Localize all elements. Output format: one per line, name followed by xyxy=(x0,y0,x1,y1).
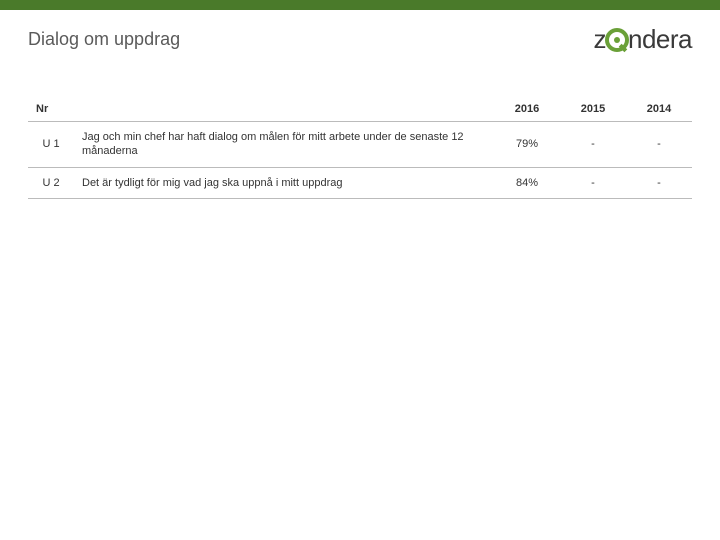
cell-2016: 84% xyxy=(494,167,560,198)
top-accent-bar xyxy=(0,0,720,10)
results-table: Nr 2016 2015 2014 U 1 Jag och min chef h… xyxy=(28,97,692,199)
col-desc xyxy=(74,97,494,122)
brand-logo: z ndera xyxy=(594,24,693,55)
col-2014: 2014 xyxy=(626,97,692,122)
header: Dialog om uppdrag z ndera xyxy=(0,10,720,61)
page-title: Dialog om uppdrag xyxy=(28,29,180,50)
cell-nr: U 2 xyxy=(28,167,74,198)
magnifier-o-icon xyxy=(605,28,629,52)
cell-desc: Det är tydligt för mig vad jag ska uppnå… xyxy=(74,167,494,198)
content-area: Nr 2016 2015 2014 U 1 Jag och min chef h… xyxy=(0,61,720,199)
cell-nr: U 1 xyxy=(28,122,74,168)
cell-2015: - xyxy=(560,122,626,168)
table-row: U 2 Det är tydligt för mig vad jag ska u… xyxy=(28,167,692,198)
cell-2015: - xyxy=(560,167,626,198)
cell-desc: Jag och min chef har haft dialog om måle… xyxy=(74,122,494,168)
table-header-row: Nr 2016 2015 2014 xyxy=(28,97,692,122)
cell-2014: - xyxy=(626,167,692,198)
logo-text-after: ndera xyxy=(628,24,692,55)
cell-2016: 79% xyxy=(494,122,560,168)
col-2015: 2015 xyxy=(560,97,626,122)
col-2016: 2016 xyxy=(494,97,560,122)
table-row: U 1 Jag och min chef har haft dialog om … xyxy=(28,122,692,168)
col-nr: Nr xyxy=(28,97,74,122)
cell-2014: - xyxy=(626,122,692,168)
